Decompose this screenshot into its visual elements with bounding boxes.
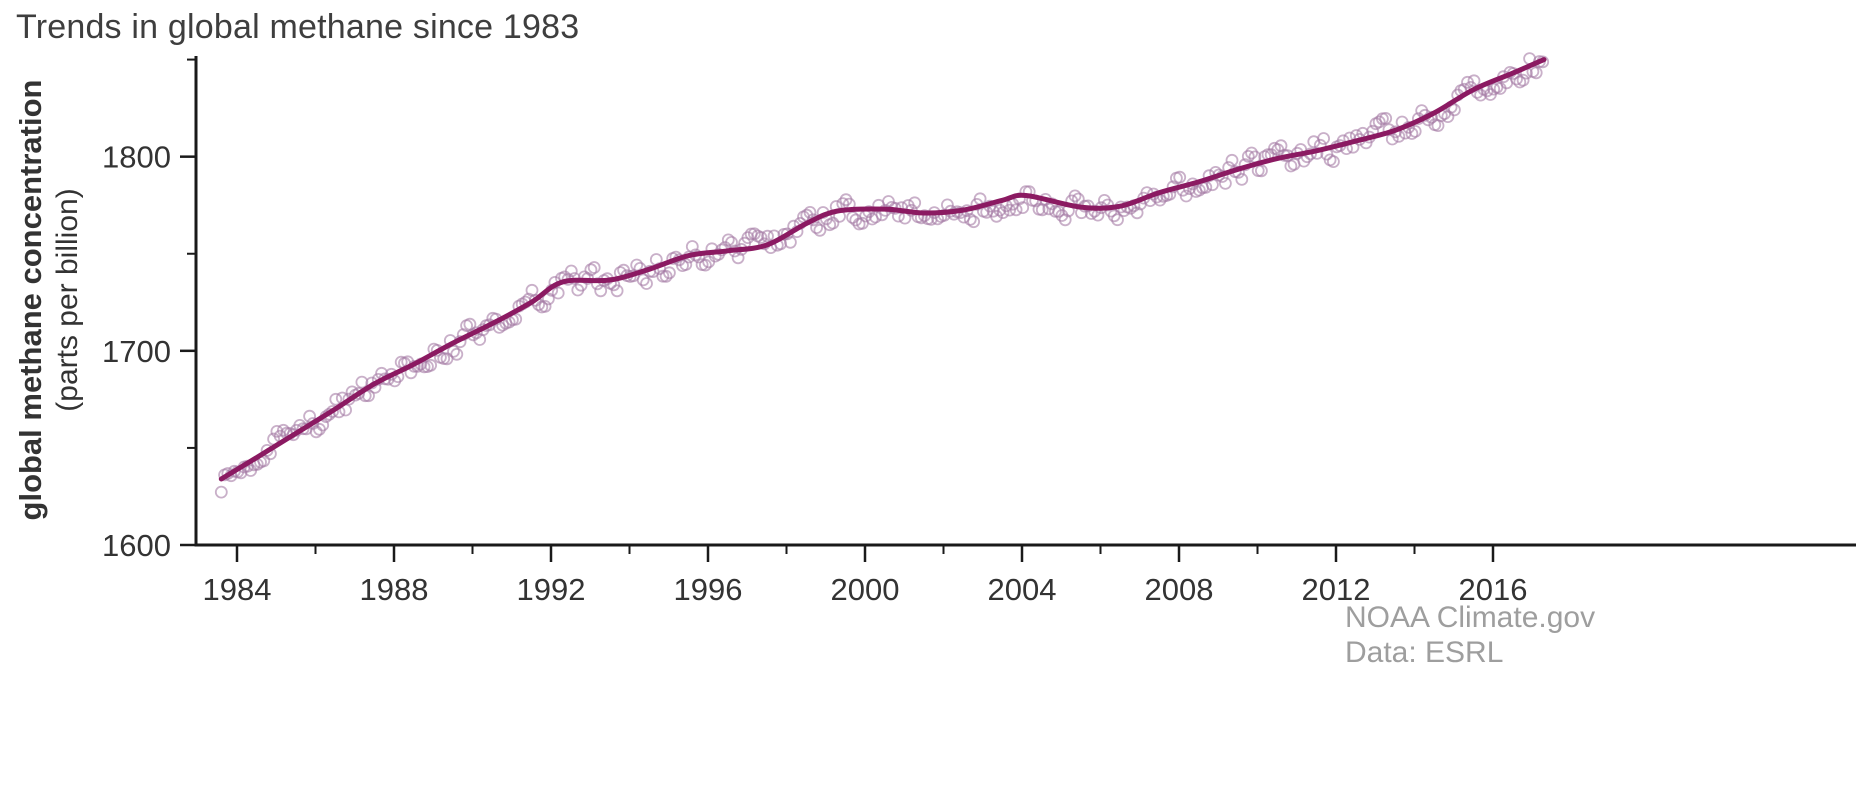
credit-dataset: Data: ESRL (1345, 635, 1504, 669)
svg-text:1996: 1996 (674, 572, 743, 607)
svg-text:2004: 2004 (988, 572, 1057, 607)
svg-text:2000: 2000 (831, 572, 900, 607)
svg-text:1988: 1988 (360, 572, 429, 607)
credit-source: NOAA Climate.gov (1345, 601, 1596, 634)
svg-text:2016: 2016 (1459, 572, 1528, 607)
svg-text:1800: 1800 (102, 140, 171, 175)
svg-text:1992: 1992 (517, 572, 586, 607)
svg-text:1984: 1984 (203, 572, 272, 607)
svg-text:2008: 2008 (1145, 572, 1214, 607)
svg-text:2012: 2012 (1302, 572, 1371, 607)
svg-text:1600: 1600 (102, 528, 171, 563)
chart-title: Trends in global methane since 1983 (16, 8, 580, 46)
svg-text:1700: 1700 (102, 334, 171, 369)
credits: NOAA Climate.gov Data: ESRL (1345, 601, 1595, 670)
